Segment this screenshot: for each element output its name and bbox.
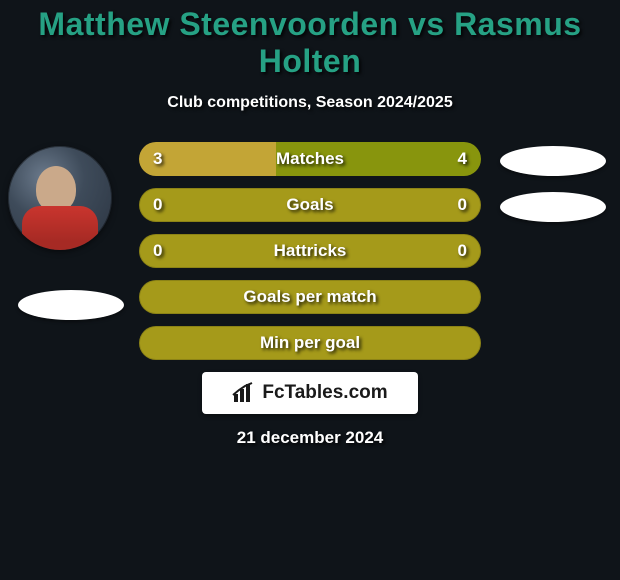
player-right-name-oval: [500, 192, 606, 222]
stat-label: Min per goal: [260, 333, 360, 353]
player-left-name-oval: [18, 290, 124, 320]
player-right-avatar-oval: [500, 146, 606, 176]
stat-value-left: 3: [153, 149, 162, 169]
comparison-subtitle: Club competitions, Season 2024/2025: [0, 94, 620, 112]
comparison-date: 21 december 2024: [0, 428, 620, 448]
stat-label: Goals per match: [243, 287, 376, 307]
stat-row: 3 4 Matches: [139, 142, 481, 176]
stat-value-left: 0: [153, 241, 162, 261]
fctables-logo: FcTables.com: [202, 372, 418, 414]
stat-row: Min per goal: [139, 326, 481, 360]
stat-value-right: 0: [458, 195, 467, 215]
stat-label: Hattricks: [274, 241, 347, 261]
stat-label: Goals: [286, 195, 333, 215]
stat-value-right: 0: [458, 241, 467, 261]
stats-area: 3 4 Matches 0 0 Goals 0 0 Hattricks Goals per mat…: [0, 142, 620, 360]
stat-value-right: 4: [458, 149, 467, 169]
stat-value-left: 0: [153, 195, 162, 215]
stat-rows: 3 4 Matches 0 0 Goals 0 0 Hattricks Goals per mat…: [139, 142, 481, 360]
stat-label: Matches: [276, 149, 344, 169]
bar-chart-icon: [232, 382, 258, 404]
logo-text: FcTables.com: [262, 382, 387, 404]
stat-row: 0 0 Goals: [139, 188, 481, 222]
player-left-avatar: [8, 146, 112, 250]
stat-row: Goals per match: [139, 280, 481, 314]
comparison-title: Matthew Steenvoorden vs Rasmus Holten: [0, 6, 620, 80]
stat-row: 0 0 Hattricks: [139, 234, 481, 268]
